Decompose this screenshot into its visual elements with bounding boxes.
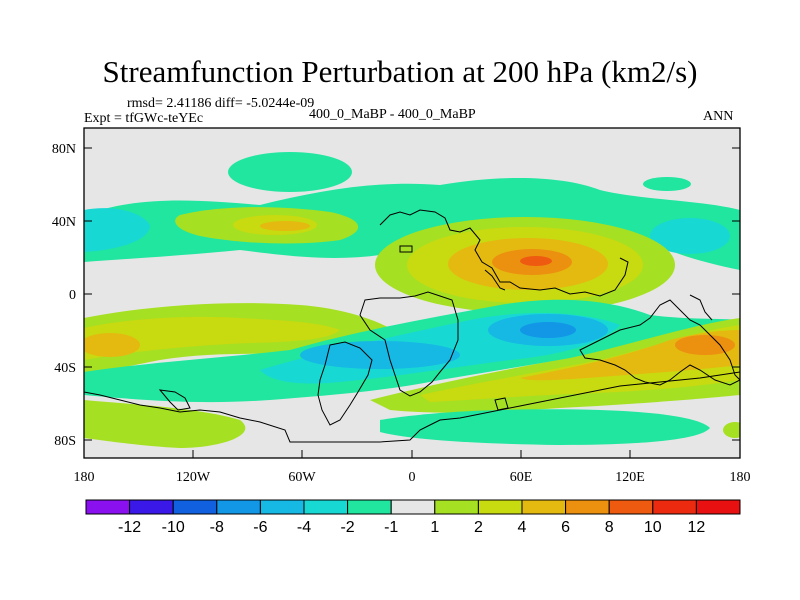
x-tick-label: 0	[409, 470, 416, 485]
x-tick-label: 60W	[288, 470, 316, 485]
experiment-label: Expt = tfGWc-teYEc	[84, 111, 204, 126]
colorbar-label: -10	[162, 519, 185, 536]
colorbar-label: -4	[297, 519, 311, 536]
coastline-arabia	[484, 269, 506, 291]
y-tick-label: 0	[69, 288, 76, 303]
coastline-antarctic-peninsula	[158, 389, 191, 411]
contour-sh-green-west	[84, 400, 246, 448]
colorbar-swatch	[608, 499, 654, 515]
colorbar-label: -6	[253, 519, 267, 536]
colorbar-swatch	[303, 499, 349, 515]
x-tick-label: 60E	[510, 470, 533, 485]
colorbar-label: 10	[644, 519, 662, 536]
axis-ticks	[83, 147, 741, 458]
colorbar-swatch	[129, 499, 174, 515]
colorbar-label: -12	[118, 519, 141, 536]
colorbar-label: 6	[561, 519, 570, 536]
coastline-australia	[579, 299, 740, 386]
contour-negative-band-center	[300, 341, 460, 369]
contour-sh-negative	[380, 409, 710, 445]
y-tick-label: 40N	[52, 215, 76, 230]
colorbar-label: -2	[340, 519, 354, 536]
plot-title: Streamfunction Perturbation at 200 hPa (…	[102, 54, 698, 89]
colorbar-swatch	[477, 499, 523, 515]
y-axis-labels: 80N 40N 0 40S 80S	[52, 142, 76, 449]
coastline-antarctica	[84, 371, 740, 443]
colorbar-swatch	[695, 499, 741, 515]
colorbar-swatch	[521, 499, 567, 515]
colorbar-swatch	[85, 499, 131, 515]
contour-negative-peak	[520, 322, 576, 338]
stats-label: rmsd= 2.41186 diff= -5.0244e-09	[127, 96, 315, 111]
x-tick-label: 180	[74, 470, 95, 485]
x-tick-label: 120W	[176, 470, 211, 485]
contour-ne-positive-8	[520, 256, 552, 266]
period-label: ANN	[703, 109, 734, 124]
contour-40n-band	[84, 178, 740, 270]
coastlines	[84, 209, 740, 443]
y-tick-label: 40S	[54, 361, 76, 376]
contour-north-blob	[228, 152, 352, 192]
colorbar-labels: -12 -10 -8 -6 -4 -2 -1 1 2 4 6 8 10 12	[118, 519, 705, 536]
case-label: 400_0_MaBP - 400_0_MaBP	[309, 107, 476, 122]
contour-west-positive-peak	[84, 333, 140, 357]
colorbar-label: -8	[210, 519, 224, 536]
coastline-se-asia	[689, 294, 713, 321]
colorbar-label: 8	[605, 519, 614, 536]
y-tick-label: 80N	[52, 142, 76, 157]
colorbar-swatch	[434, 499, 479, 515]
x-tick-label: 180	[730, 470, 751, 485]
contour-se-positive-max	[675, 335, 735, 355]
contour-40n-negative-east	[650, 218, 730, 254]
colorbar-swatch	[259, 499, 305, 515]
colorbar-label: 1	[430, 519, 439, 536]
coastline-south-america	[317, 341, 373, 426]
contour-sh-east-tip	[723, 422, 740, 438]
contour-40n-negative-west	[84, 208, 150, 252]
colorbar-label: 4	[518, 519, 527, 536]
colorbar-swatch	[565, 499, 610, 515]
colorbar-swatch	[652, 499, 697, 515]
colorbar-swatch	[172, 499, 218, 515]
colorbar	[85, 499, 741, 515]
contour-north-small	[643, 177, 691, 191]
coastline-africa	[359, 291, 459, 397]
colorbar-swatch	[216, 499, 261, 515]
colorbar-swatch	[390, 499, 436, 515]
y-tick-label: 80S	[54, 434, 76, 449]
colorbar-label: 12	[688, 519, 706, 536]
coastline-eurasia	[379, 209, 629, 297]
contour-field	[84, 128, 740, 458]
coastline-small-island	[399, 245, 413, 253]
x-tick-label: 120E	[615, 470, 645, 485]
contour-40n-positive-peak	[260, 221, 310, 231]
colorbar-swatch	[347, 499, 392, 515]
contour-south-positive-core	[84, 316, 340, 360]
colorbar-label: -1	[384, 519, 398, 536]
x-axis-labels: 180 120W 60W 0 60E 120E 180	[74, 470, 751, 485]
colorbar-label: 2	[474, 519, 483, 536]
